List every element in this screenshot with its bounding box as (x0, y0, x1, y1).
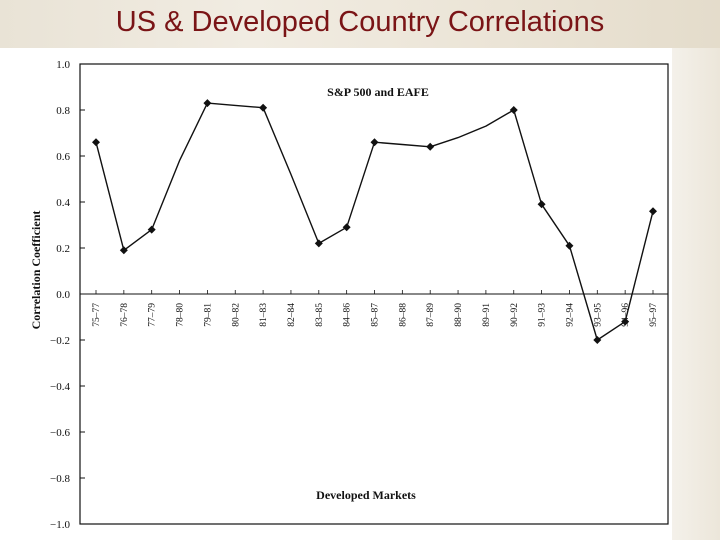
x-tick-label: 80–82 (231, 303, 241, 327)
data-point (342, 223, 351, 232)
y-tick-label: 0.6 (56, 151, 70, 163)
x-tick-label: 81–83 (259, 303, 269, 327)
slide-title: US & Developed Country Correlations (115, 6, 605, 38)
data-point (370, 138, 379, 147)
y-tick-label: 1.0 (56, 59, 70, 71)
y-tick-label: −0.2 (50, 335, 70, 347)
y-tick-label: 0.0 (56, 289, 70, 301)
x-tick-label: 95–97 (649, 303, 659, 327)
x-tick-label: 88–90 (454, 303, 464, 327)
y-tick-label: −0.6 (50, 427, 70, 439)
title-band (0, 0, 720, 48)
x-tick-label: 92–94 (565, 303, 575, 327)
y-tick-label: −0.4 (50, 381, 70, 393)
data-point (314, 239, 323, 248)
data-point (147, 225, 156, 234)
x-tick-label: 87–89 (426, 303, 436, 327)
y-tick-label: 0.2 (56, 243, 70, 255)
y-axis-label: Correlation Coefficient (29, 211, 43, 330)
data-point (203, 99, 212, 108)
x-tick-label: 94–96 (621, 303, 631, 327)
x-tick-label: 75–77 (92, 303, 102, 327)
data-point (649, 207, 657, 216)
data-point (509, 106, 518, 114)
data-point (593, 336, 602, 344)
y-tick-label: 0.8 (56, 105, 70, 117)
data-point (92, 138, 100, 147)
y-tick-label: −0.8 (50, 473, 70, 485)
data-point (426, 142, 435, 151)
data-point (119, 246, 128, 255)
y-tick-label: 0.4 (56, 197, 70, 209)
data-point (565, 241, 574, 250)
x-tick-label: 83–85 (315, 303, 325, 327)
x-tick-label: 86–88 (398, 303, 408, 327)
x-tick-label: 93–95 (593, 303, 603, 327)
x-tick-label: 82–84 (287, 303, 297, 327)
x-tick-label: 84–86 (343, 303, 353, 327)
x-axis-label: Developed Markets (316, 488, 416, 502)
chart-title: S&P 500 and EAFE (327, 85, 429, 99)
data-point (537, 200, 546, 209)
x-tick-label: 77–79 (148, 303, 158, 327)
y-tick-label: −1.0 (50, 519, 70, 531)
x-tick-label: 79–81 (203, 303, 213, 327)
x-tick-label: 78–80 (176, 303, 186, 327)
data-point (621, 317, 630, 326)
x-tick-label: 89–91 (482, 303, 492, 327)
x-tick-label: 90–92 (510, 303, 520, 327)
x-tick-label: 91–93 (538, 303, 548, 327)
decorative-texture (672, 48, 720, 540)
x-tick-label: 85–87 (371, 303, 381, 327)
x-tick-label: 76–78 (120, 303, 130, 327)
data-point (259, 103, 268, 112)
